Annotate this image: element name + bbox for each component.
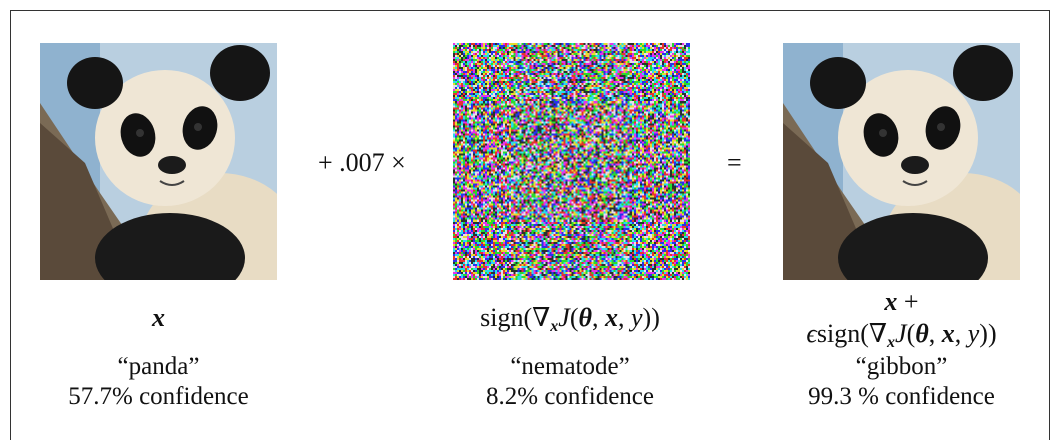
paren-close: ))	[979, 319, 997, 348]
class-label: “gibbon”	[855, 353, 948, 380]
expression-line-2: ϵsign(∇xJ(θ, x, y))	[760, 318, 1043, 359]
paren-open: (	[569, 303, 579, 332]
confidence-text: 57.7% confidence	[68, 383, 249, 410]
x-symbol: x	[152, 303, 165, 332]
confidence-text: 99.3 % confidence	[808, 383, 995, 410]
loss-symbol: J	[895, 319, 907, 348]
epsilon-symbol: ϵ	[806, 319, 817, 348]
comma: ,	[592, 303, 605, 332]
y-symbol: y	[967, 319, 980, 348]
nabla-symbol: ∇	[868, 319, 888, 348]
paren-close: ))	[642, 303, 660, 332]
gibbon-caption: “gibbon” 99.3 % confidence	[760, 352, 1043, 412]
expression-line-1: x +	[760, 286, 1043, 318]
class-label: “nematode”	[510, 353, 630, 380]
sign-text: sign(	[816, 319, 869, 348]
adversarial-image	[783, 43, 1020, 280]
comma: ,	[928, 319, 942, 348]
figure-frame	[10, 10, 1050, 440]
noise-caption: “nematode” 8.2% confidence	[420, 352, 720, 412]
class-label: “panda”	[117, 353, 200, 380]
x-symbol: x	[605, 303, 618, 332]
theta-symbol: θ	[915, 319, 929, 348]
panda-caption: “panda” 57.7% confidence	[40, 352, 277, 412]
gradient-sign-label: sign(∇xJ(θ, x, y))	[420, 302, 720, 343]
theta-symbol: θ	[578, 303, 593, 332]
input-x-label: x	[40, 302, 277, 334]
x-symbol: x	[941, 319, 955, 348]
nabla-subscript: x	[550, 318, 559, 335]
x-symbol: x	[884, 287, 898, 316]
panda-image	[40, 43, 277, 280]
equals-operator: =	[727, 148, 742, 177]
adversarial-panda-photo	[783, 43, 1020, 280]
confidence-text: 8.2% confidence	[486, 383, 654, 410]
paren-open: (	[906, 319, 916, 348]
noise-image	[453, 43, 690, 280]
plus-sign: +	[897, 287, 919, 316]
comma: ,	[618, 303, 631, 332]
scale-operator: + .007 ×	[318, 148, 406, 177]
y-symbol: y	[631, 303, 643, 332]
nabla-symbol: ∇	[532, 303, 551, 332]
panda-photo	[40, 43, 277, 280]
adversarial-expression-label: x + ϵsign(∇xJ(θ, x, y))	[760, 286, 1043, 359]
sign-text: sign(	[480, 303, 533, 332]
loss-symbol: J	[558, 303, 570, 332]
comma: ,	[954, 319, 968, 348]
perturbation-noise	[453, 43, 690, 280]
nabla-subscript: x	[887, 334, 896, 351]
